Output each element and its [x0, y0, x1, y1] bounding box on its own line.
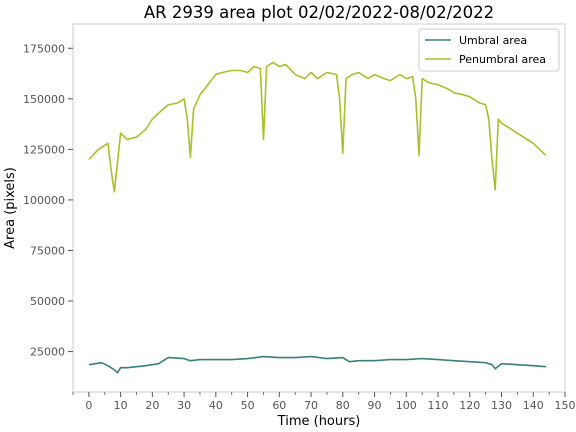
- legend-label-penumbral: Penumbral area: [459, 53, 546, 66]
- x-tick-label: 80: [336, 399, 350, 412]
- plot-area: [88, 61, 547, 374]
- x-tick-label: 100: [396, 399, 417, 412]
- x-tick-label: 90: [368, 399, 382, 412]
- y-tick-label: 100000: [23, 194, 65, 207]
- x-tick-label: 110: [428, 399, 449, 412]
- x-tick-label: 30: [177, 399, 191, 412]
- y-tick-label: 25000: [30, 346, 65, 359]
- x-tick-label: 60: [272, 399, 286, 412]
- y-axis: 25000 50000 75000 100000 125000 150000 175000: [23, 42, 73, 359]
- series-line-umbral: [88, 355, 547, 374]
- x-tick-label: 40: [209, 399, 223, 412]
- x-tick-label: 0: [85, 399, 92, 412]
- x-tick-label: 20: [145, 399, 159, 412]
- x-tick-label: 120: [459, 399, 480, 412]
- plot-frame: [72, 23, 566, 393]
- y-tick-label: 125000: [23, 143, 65, 156]
- x-tick-label: 10: [114, 399, 128, 412]
- x-tick-label: 70: [304, 399, 318, 412]
- x-axis: 0 10 20 30 40 50 60 70 80 90 100 110 120 130 140 150: [72, 392, 576, 412]
- y-tick-label: 75000: [30, 244, 65, 257]
- x-axis-label: Time (hours): [277, 414, 361, 429]
- y-axis-label: Area (pixels): [3, 167, 18, 249]
- x-tick-label: 130: [491, 399, 512, 412]
- x-tick-label: 140: [523, 399, 544, 412]
- y-tick-label: 175000: [23, 42, 65, 55]
- legend-label-umbral: Umbral area: [459, 34, 527, 47]
- y-tick-label: 150000: [23, 93, 65, 106]
- y-tick-label: 50000: [30, 295, 65, 308]
- x-tick-label: 150: [555, 399, 576, 412]
- x-tick-label: 50: [241, 399, 255, 412]
- series-line-penumbral: [88, 61, 547, 193]
- legend-box: [418, 28, 560, 72]
- legend: Umbral area Penumbral area: [418, 28, 560, 72]
- chart-title: AR 2939 area plot 02/02/2022-08/02/2022: [144, 3, 494, 22]
